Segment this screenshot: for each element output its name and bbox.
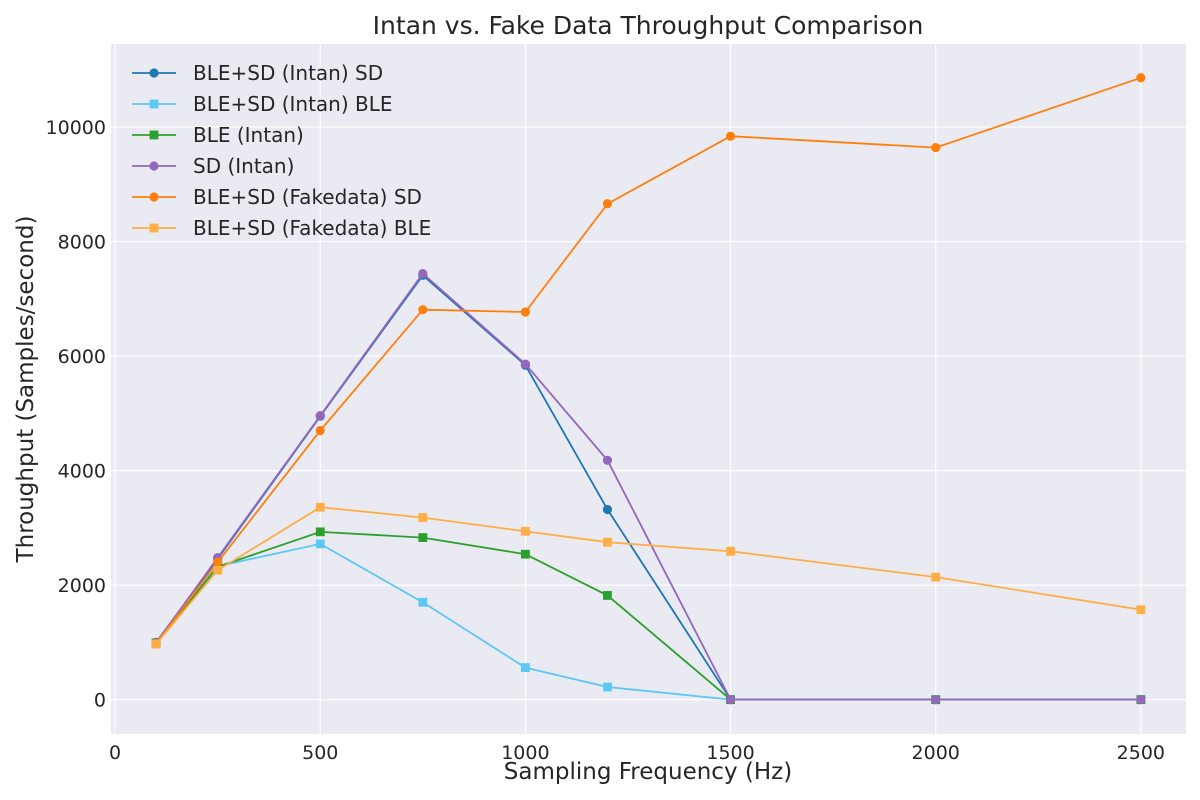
data-point [602,504,613,515]
data-point [151,639,161,649]
legend-label: SD (Intan) [193,154,294,178]
series-6 [151,502,1146,649]
data-point [726,546,735,556]
legend-marker [149,161,159,171]
x-tick-label: 2500 [1117,742,1165,764]
legend-label: BLE+SD (Fakedata) BLE [193,216,431,240]
y-tick-label: 10000 [46,117,106,139]
y-tick-label: 2000 [58,575,106,597]
legend-marker [149,223,159,233]
data-point [931,143,941,153]
data-point [603,591,612,600]
legend-label: BLE+SD (Fakedata) SD [193,185,422,209]
tick-labels: 0 500 1000 1500 2000 2500 0 2000 4000 6000 8000 100… [46,117,1165,764]
data-point [725,131,736,141]
data-point [725,695,736,705]
data-point [1136,695,1146,705]
legend-label: BLE+SD (Intan) SD [193,61,383,85]
data-point [603,537,612,547]
y-tick-label: 6000 [58,346,106,368]
y-tick-label: 4000 [58,461,106,483]
legend-item: BLE (Intan) [132,123,304,147]
x-axis-label: Sampling Frequency (Hz) [504,759,792,785]
data-point [1136,605,1146,615]
legend-marker [149,68,159,78]
legend-item: BLE+SD (Intan) SD [132,61,383,85]
data-point [213,565,223,575]
data-point [315,527,325,537]
data-point [315,502,325,512]
x-tick-label: 1000 [501,742,549,764]
data-point [520,307,531,317]
legend-label: BLE (Intan) [193,123,304,147]
chart-title: Intan vs. Fake Data Throughput Compariso… [373,11,924,40]
y-tick-label: 8000 [58,232,106,254]
data-point [931,695,941,705]
series-layer [151,73,1146,705]
x-tick-label: 0 [109,742,121,764]
data-point [418,597,428,607]
data-point [521,549,530,559]
data-point [521,663,530,672]
x-tick-label: 500 [302,742,338,764]
legend-item: SD (Intan) [132,154,294,178]
y-axis-label: Throughput (Samples/second) [13,216,39,564]
x-tick-label: 1500 [706,742,754,764]
data-point [521,526,530,536]
y-tick-label: 0 [94,690,106,712]
legend-item: BLE+SD (Fakedata) BLE [132,216,431,240]
data-point [1136,73,1146,83]
legend-marker [149,130,159,140]
data-point [602,199,613,209]
plot-background [111,44,1186,734]
data-point [931,572,941,582]
legend-marker [149,99,159,109]
data-point [602,455,613,465]
data-point [418,305,428,315]
data-point [315,425,325,436]
data-point [315,539,325,549]
legend-item: BLE+SD (Fakedata) SD [132,185,422,209]
x-tick-label: 2000 [912,742,960,764]
data-point [418,513,428,522]
data-point [213,557,223,567]
legend-label: BLE+SD (Intan) BLE [193,92,393,116]
data-point [603,682,612,692]
data-point [418,533,428,542]
legend-marker [149,192,159,202]
legend-item: BLE+SD (Intan) BLE [132,92,393,116]
legend: BLE+SD (Intan) SD BLE+SD (Intan) BLE BLE (… [132,61,431,240]
data-point [418,269,428,279]
data-point [520,359,531,369]
data-point [315,411,325,421]
